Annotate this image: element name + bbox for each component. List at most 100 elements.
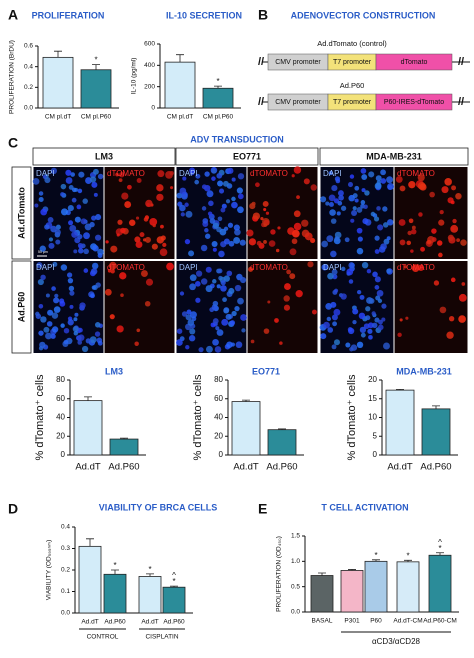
cell [358, 312, 366, 320]
cell [270, 229, 276, 235]
cell [368, 334, 373, 340]
cell [368, 298, 375, 304]
cell [380, 178, 387, 184]
cell [116, 325, 124, 333]
cell [378, 319, 383, 325]
cell [291, 238, 298, 245]
cell [378, 246, 386, 253]
cell [194, 281, 201, 287]
element-label: P60-IRES-dTomato [384, 99, 444, 106]
cell [121, 192, 129, 200]
bar [364, 560, 388, 613]
x-tick-label: CM pl.dT [45, 114, 71, 121]
cell [73, 249, 78, 254]
cell [296, 195, 300, 200]
cell [36, 262, 43, 269]
cell [166, 262, 174, 271]
cell [45, 332, 52, 340]
cell [83, 232, 90, 240]
cell [303, 178, 310, 185]
panel-letter: D [8, 501, 18, 517]
error-bar [348, 569, 356, 571]
cell [250, 339, 255, 344]
y-tick-label: 20 [56, 431, 65, 440]
cell [357, 236, 363, 242]
cell [223, 307, 230, 314]
cell [330, 250, 337, 258]
cell [78, 248, 84, 254]
cell [51, 312, 59, 319]
cell [209, 218, 216, 224]
cell [89, 176, 97, 183]
significance-marker: * [216, 77, 219, 86]
significance-marker: * [406, 551, 409, 560]
cell [46, 321, 53, 327]
cell [73, 317, 78, 322]
cell [407, 230, 412, 236]
error-bar [396, 388, 404, 391]
cell [386, 219, 394, 226]
cell [110, 245, 118, 253]
y-axis-label: % dTomato⁺ cells [346, 374, 358, 460]
cell [216, 284, 221, 289]
error-bar [176, 54, 184, 63]
cell [110, 269, 115, 274]
cell [450, 200, 455, 205]
cell [53, 297, 60, 304]
cell [81, 345, 89, 353]
error-bar [318, 572, 326, 576]
cell [205, 266, 212, 273]
cell [328, 201, 334, 207]
cell [374, 235, 380, 241]
cell [38, 330, 44, 336]
cell [120, 293, 124, 297]
cell [185, 210, 193, 218]
cell [411, 228, 417, 235]
significance-marker: ^ [172, 571, 176, 580]
cell [327, 327, 334, 333]
cell [108, 261, 117, 270]
x-tick-label: Ad.dT [81, 619, 98, 626]
cell [260, 217, 264, 221]
cell [134, 236, 141, 243]
x-axis-label: αCD3/αCD28 [372, 637, 420, 646]
cell [310, 184, 317, 191]
y-axis-label: PROLIFERATION (BrDU) [9, 40, 16, 114]
x-tick-label: Ad.dT [141, 619, 158, 626]
column-header-box [32, 147, 176, 166]
cell [73, 331, 79, 336]
channel-label: dTOMATO [250, 169, 288, 178]
cell [50, 167, 58, 175]
cell [403, 265, 408, 269]
cell [356, 341, 364, 349]
cell [48, 242, 55, 249]
cell [444, 178, 452, 186]
cell [386, 176, 394, 184]
cell [181, 311, 188, 317]
cell [268, 240, 276, 247]
cell [304, 232, 313, 241]
error-bar [278, 428, 286, 430]
cell [295, 223, 301, 229]
cell [32, 177, 40, 185]
cell [283, 295, 290, 302]
error-bar [170, 585, 178, 588]
cell [198, 347, 204, 353]
cell [50, 333, 56, 339]
row-header-box [11, 260, 32, 354]
cell [176, 328, 183, 334]
cell [352, 320, 357, 325]
cell [338, 194, 344, 201]
cell [225, 199, 231, 204]
cell [311, 309, 317, 315]
cell [365, 315, 371, 321]
y-tick-label: 0.6 [24, 43, 33, 50]
cell [80, 218, 87, 225]
column-header: MDA-MB-231 [366, 151, 422, 161]
cell [447, 234, 454, 241]
scale-bar-label: 50 µm [38, 250, 48, 254]
cell [340, 293, 347, 300]
y-tick-label: 0.5 [291, 583, 300, 590]
cell [399, 185, 406, 192]
cell [204, 228, 209, 233]
